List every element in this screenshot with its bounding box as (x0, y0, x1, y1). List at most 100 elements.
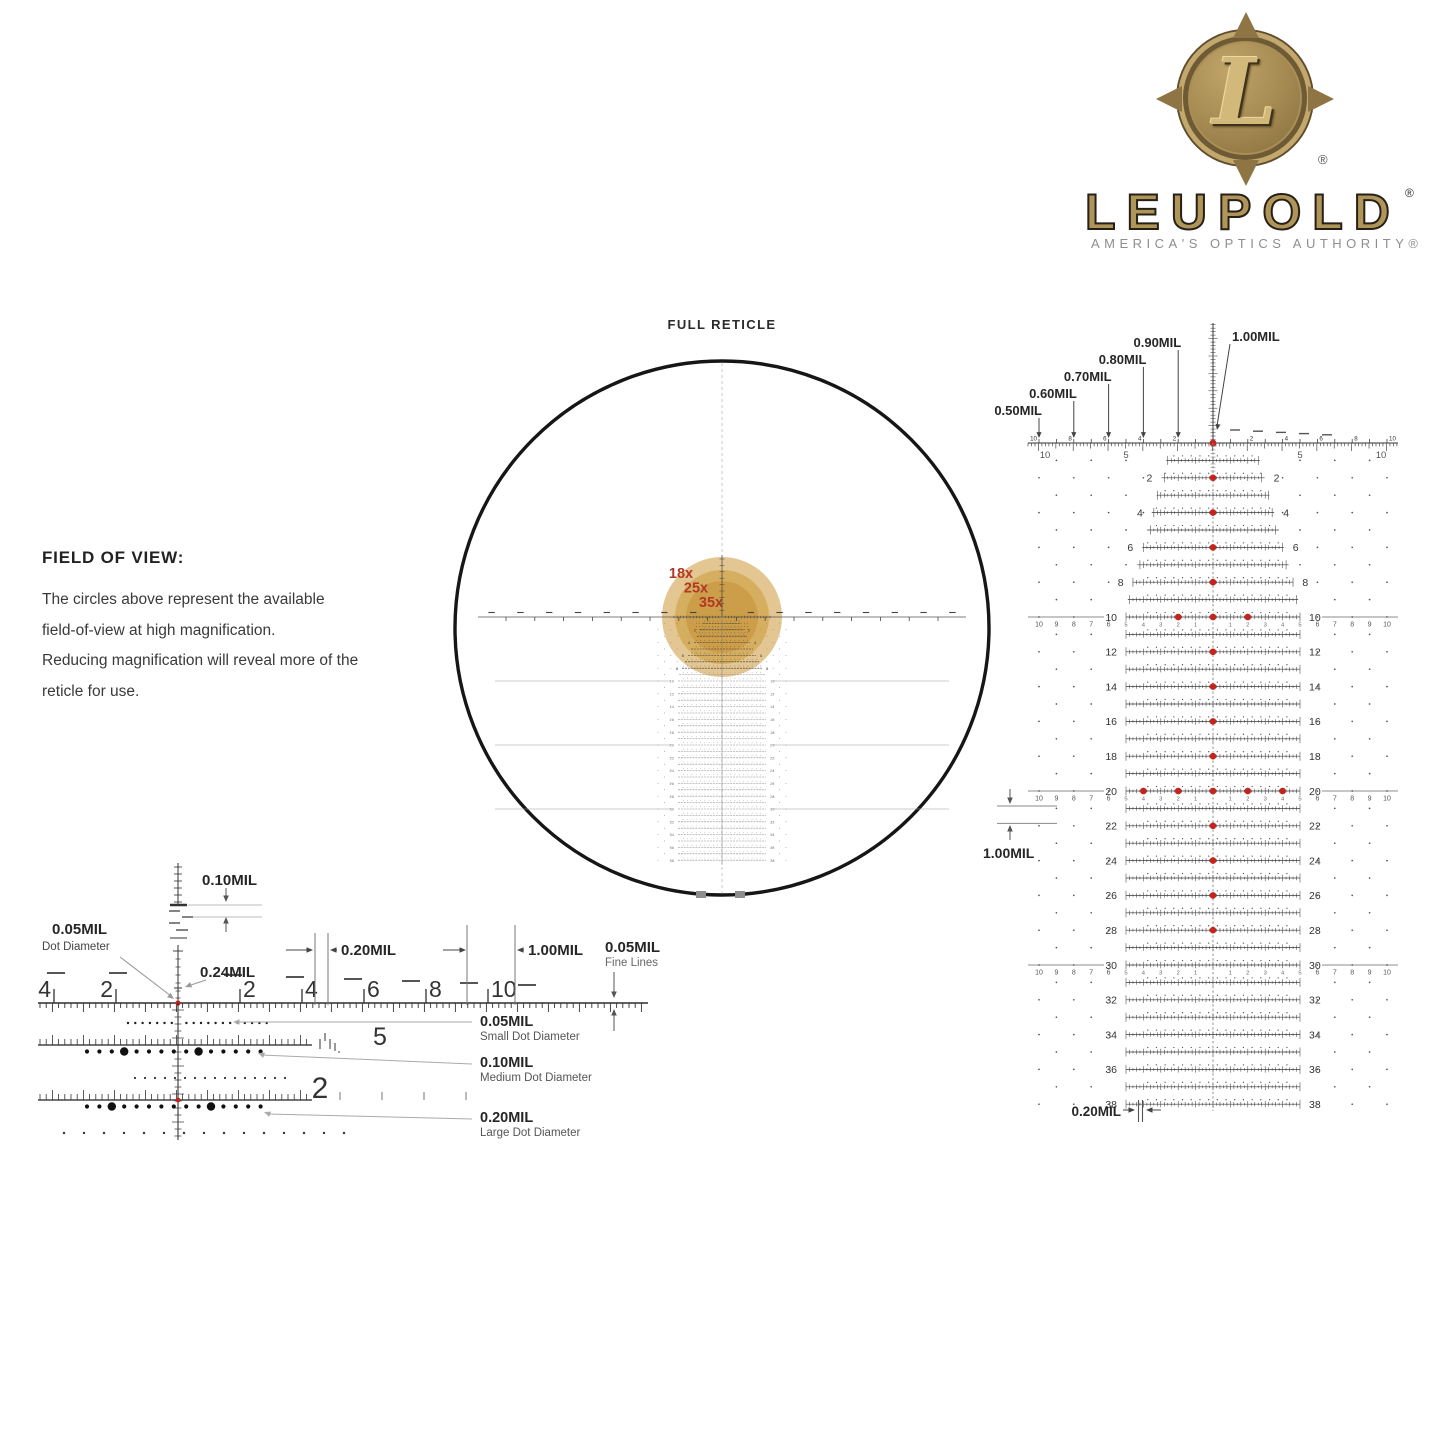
svg-text:38: 38 (1105, 1099, 1117, 1111)
leupold-medallion-logo: L (1178, 31, 1312, 165)
svg-text:2: 2 (1246, 623, 1249, 629)
svg-text:3: 3 (1264, 971, 1267, 977)
svg-text:7: 7 (1333, 622, 1337, 629)
svg-text:6: 6 (1107, 796, 1111, 803)
svg-text:Dot Diameter: Dot Diameter (42, 941, 110, 953)
svg-text:1: 1 (1194, 797, 1197, 803)
svg-text:10: 10 (1105, 612, 1117, 624)
svg-text:10: 10 (1383, 970, 1391, 977)
svg-text:22: 22 (1309, 821, 1321, 833)
svg-text:0.05MIL: 0.05MIL (605, 939, 660, 956)
svg-text:5: 5 (1123, 450, 1128, 461)
svg-text:4: 4 (1138, 436, 1142, 443)
svg-text:1.00MIL: 1.00MIL (983, 845, 1035, 861)
medallion-registered-mark: ® (1318, 152, 1328, 167)
medallion-compass-point-icon (1156, 86, 1182, 112)
svg-text:3: 3 (1264, 797, 1267, 803)
svg-text:32: 32 (1309, 995, 1321, 1007)
svg-text:0.20MIL: 0.20MIL (341, 942, 396, 959)
svg-text:26: 26 (670, 781, 675, 786)
svg-text:10: 10 (491, 976, 517, 1002)
svg-text:22: 22 (670, 755, 675, 760)
svg-text:24: 24 (1309, 855, 1321, 867)
svg-text:28: 28 (1105, 925, 1117, 937)
svg-text:4: 4 (1142, 623, 1146, 629)
svg-text:16: 16 (670, 717, 675, 722)
svg-text:2: 2 (1177, 971, 1180, 977)
svg-text:32: 32 (770, 819, 775, 824)
svg-text:22: 22 (1105, 821, 1117, 833)
svg-text:26: 26 (1105, 890, 1117, 902)
svg-text:0.05MIL: 0.05MIL (52, 921, 107, 938)
svg-text:3: 3 (1264, 623, 1267, 629)
svg-text:30: 30 (1309, 960, 1321, 972)
svg-text:16: 16 (770, 717, 775, 722)
brand-wordmark: LEUPOLD (1084, 183, 1401, 241)
svg-text:8: 8 (1118, 577, 1124, 589)
svg-text:5: 5 (1298, 623, 1301, 629)
svg-text:1.00MIL: 1.00MIL (1232, 329, 1280, 344)
svg-text:8: 8 (1072, 796, 1076, 803)
svg-text:10: 10 (1040, 450, 1051, 461)
svg-text:10: 10 (1309, 612, 1321, 624)
svg-text:3: 3 (1159, 623, 1162, 629)
svg-text:30: 30 (770, 807, 775, 812)
svg-text:5: 5 (1124, 797, 1127, 803)
svg-text:20: 20 (670, 743, 675, 748)
svg-text:8: 8 (1350, 796, 1354, 803)
svg-text:30: 30 (670, 807, 675, 812)
svg-text:2: 2 (312, 1072, 329, 1105)
logo-letter: L (1212, 38, 1278, 146)
svg-text:5: 5 (1297, 450, 1302, 461)
svg-text:36: 36 (670, 845, 675, 850)
svg-text:1: 1 (1194, 623, 1197, 629)
svg-text:9: 9 (1368, 970, 1372, 977)
svg-text:8: 8 (1350, 622, 1354, 629)
svg-text:5: 5 (1298, 797, 1301, 803)
svg-text:38: 38 (770, 858, 775, 863)
svg-text:7: 7 (1333, 970, 1337, 977)
svg-text:Medium Dot Diameter: Medium Dot Diameter (480, 1072, 592, 1084)
svg-text:8: 8 (1354, 436, 1358, 443)
svg-text:32: 32 (1105, 995, 1117, 1007)
svg-text:4: 4 (1281, 971, 1285, 977)
svg-text:24: 24 (770, 768, 775, 773)
svg-text:1: 1 (1194, 971, 1197, 977)
brand-registered-mark: ® (1405, 186, 1414, 200)
svg-text:2: 2 (1246, 971, 1249, 977)
svg-text:0.70MIL: 0.70MIL (1064, 369, 1112, 384)
svg-text:16: 16 (1309, 716, 1321, 728)
svg-text:10: 10 (1035, 970, 1043, 977)
svg-text:38: 38 (1309, 1099, 1321, 1111)
svg-text:2: 2 (1173, 436, 1177, 443)
svg-text:8: 8 (1072, 622, 1076, 629)
svg-text:Fine Lines: Fine Lines (605, 957, 658, 969)
svg-text:0.60MIL: 0.60MIL (1029, 386, 1077, 401)
svg-text:8: 8 (766, 666, 769, 671)
svg-text:24: 24 (1105, 855, 1117, 867)
svg-text:14: 14 (670, 704, 675, 709)
svg-text:9: 9 (1054, 796, 1058, 803)
svg-text:2: 2 (243, 976, 256, 1002)
svg-text:12: 12 (1105, 647, 1117, 659)
svg-text:6: 6 (1319, 436, 1323, 443)
svg-text:10: 10 (1383, 622, 1391, 629)
svg-text:26: 26 (770, 781, 775, 786)
svg-text:0.50MIL: 0.50MIL (994, 403, 1042, 418)
fov-heading: FIELD OF VIEW: (42, 548, 185, 567)
svg-text:6: 6 (367, 976, 380, 1002)
svg-text:8: 8 (429, 976, 442, 1002)
svg-text:25x: 25x (684, 581, 708, 597)
svg-text:3: 3 (1159, 971, 1162, 977)
svg-text:2: 2 (1250, 436, 1254, 443)
svg-text:4: 4 (754, 640, 757, 645)
svg-text:9: 9 (1054, 970, 1058, 977)
svg-text:8: 8 (1068, 436, 1072, 443)
medallion-compass-point-icon (1233, 12, 1259, 38)
svg-text:30: 30 (1105, 960, 1117, 972)
svg-text:0.24MIL: 0.24MIL (200, 964, 255, 981)
svg-text:10: 10 (1389, 436, 1396, 443)
svg-text:4: 4 (1283, 507, 1289, 519)
svg-text:28: 28 (1309, 925, 1321, 937)
svg-text:2: 2 (748, 627, 751, 632)
